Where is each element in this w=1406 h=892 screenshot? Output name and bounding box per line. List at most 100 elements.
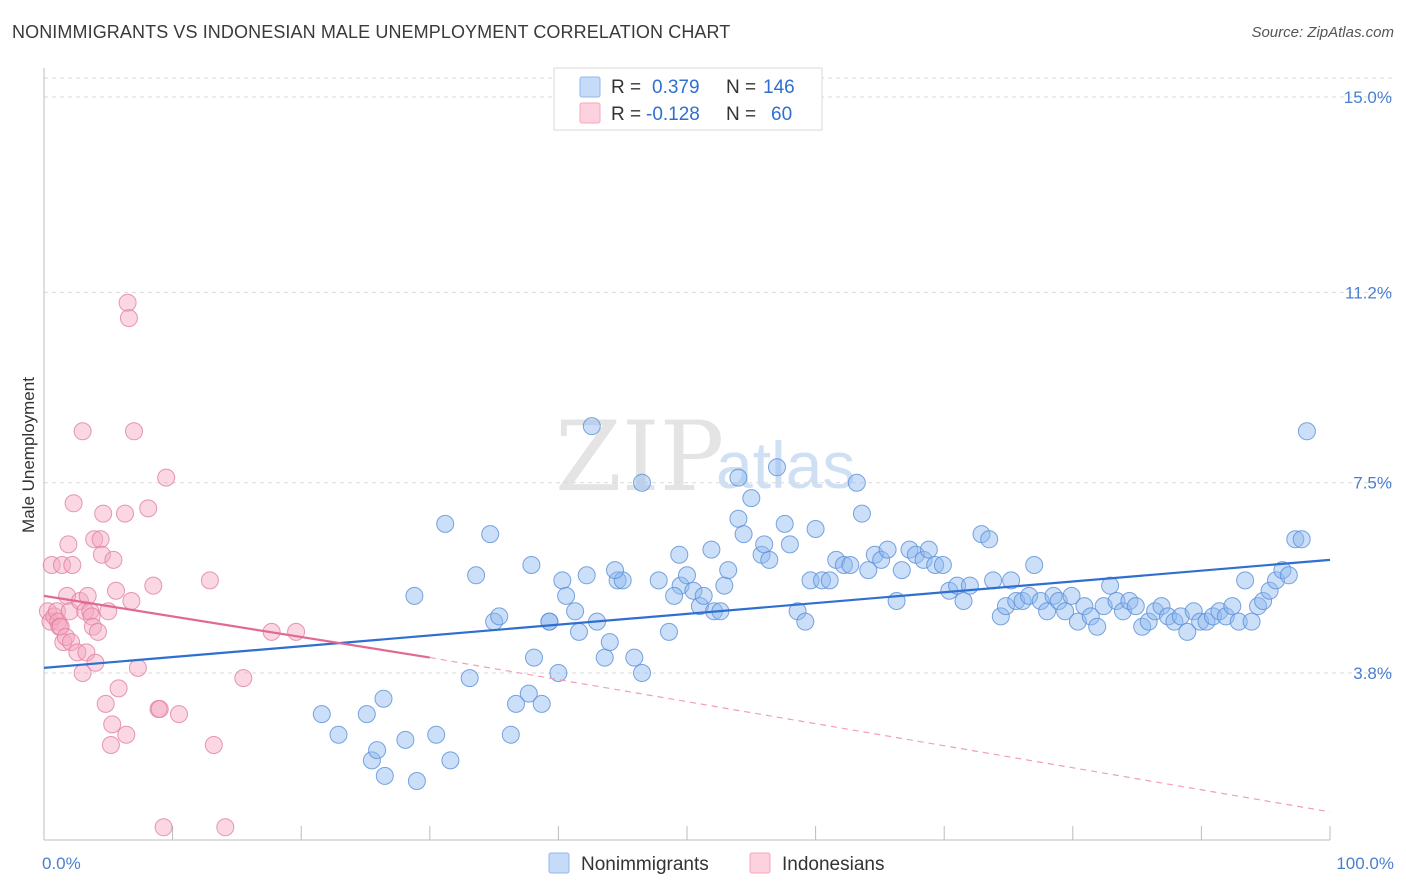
nonimmigrants-point bbox=[1126, 597, 1145, 616]
nonimmigrants-point bbox=[729, 509, 748, 528]
indonesians-point bbox=[77, 643, 96, 662]
indonesians-point bbox=[101, 736, 120, 754]
indonesians-point bbox=[103, 715, 122, 734]
legend-r-label-1: R = bbox=[611, 77, 641, 98]
nonimmigrants-point bbox=[507, 694, 525, 713]
nonimmigrants-point bbox=[796, 612, 815, 631]
watermark-atlas: atlas bbox=[716, 428, 855, 502]
y-tick-label: 3.8% bbox=[1353, 664, 1392, 683]
nonimmigrants-point bbox=[813, 571, 831, 590]
axes bbox=[43, 68, 1331, 841]
indonesians-point bbox=[64, 494, 83, 513]
legend-n-value-2: 60 bbox=[771, 104, 792, 125]
watermark: ZIP atlas bbox=[555, 401, 855, 513]
nonimmigrants-point bbox=[1075, 597, 1094, 616]
nonimmigrants-point bbox=[1081, 607, 1100, 626]
nonimmigrants-point bbox=[775, 514, 794, 533]
nonimmigrants-point bbox=[788, 602, 807, 621]
nonimmigrants-point bbox=[557, 586, 576, 605]
legend-r-value-1: 0.379 bbox=[652, 77, 700, 98]
nonimmigrants-point bbox=[660, 622, 678, 641]
nonimmigrants-point bbox=[1044, 586, 1063, 605]
nonimmigrants-point bbox=[606, 561, 624, 580]
nonimmigrants-point bbox=[532, 694, 551, 713]
y-axis-ticks: 3.8% 7.5% 11.2% 15.0% bbox=[1344, 88, 1392, 683]
nonimmigrants-point bbox=[582, 417, 601, 436]
indonesians-point bbox=[117, 725, 136, 744]
legend-r-label-2: R = bbox=[611, 104, 641, 125]
indonesians-point bbox=[204, 736, 223, 754]
nonimmigrants-point bbox=[991, 607, 1010, 626]
nonimmigrants-point bbox=[1002, 571, 1021, 590]
nonimmigrants-point bbox=[608, 571, 627, 590]
nonimmigrants-point bbox=[892, 561, 911, 580]
indonesians-point bbox=[54, 633, 73, 652]
nonimmigrants-point bbox=[427, 725, 446, 744]
nonimmigrants-point bbox=[405, 586, 424, 605]
nonimmigrants-point bbox=[396, 730, 415, 749]
nonimmigrants-point bbox=[719, 561, 738, 580]
indonesians-point bbox=[157, 468, 176, 487]
bottom-legend-label-indonesians: Indonesians bbox=[782, 854, 884, 875]
nonimmigrants-point bbox=[1088, 617, 1107, 636]
nonimmigrants-point bbox=[872, 550, 891, 569]
indonesians-point bbox=[109, 679, 128, 698]
nonimmigrants-point bbox=[984, 571, 1003, 590]
nonimmigrants-point bbox=[670, 545, 689, 564]
indonesians-point bbox=[56, 628, 75, 646]
indonesians-point bbox=[125, 422, 143, 441]
nonimmigrants-point bbox=[859, 561, 878, 580]
legend-n-label-1: N = bbox=[726, 77, 756, 98]
nonimmigrants-point bbox=[375, 766, 394, 785]
chart-source: Source: ZipAtlas.com bbox=[1251, 24, 1394, 41]
y-tick-label: 11.2% bbox=[1345, 283, 1392, 302]
indonesians-point bbox=[78, 586, 97, 605]
indonesians-point bbox=[89, 622, 107, 641]
indonesians-points bbox=[38, 293, 306, 837]
nonimmigrants-point bbox=[312, 705, 331, 724]
indonesians-point bbox=[107, 581, 125, 600]
nonimmigrants-point bbox=[841, 556, 860, 574]
nonimmigrants-point bbox=[980, 530, 999, 549]
legend-swatch-indonesians bbox=[579, 102, 601, 124]
nonimmigrants-point bbox=[566, 602, 585, 621]
nonimmigrants-point bbox=[525, 648, 543, 667]
nonimmigrants-point bbox=[625, 648, 644, 667]
nonimmigrants-point bbox=[834, 556, 853, 574]
indonesians-point bbox=[104, 550, 123, 569]
nonimmigrants-point bbox=[684, 581, 703, 600]
nonimmigrants-point bbox=[734, 525, 753, 544]
nonimmigrants-point bbox=[665, 586, 684, 605]
nonimmigrants-point bbox=[1249, 597, 1267, 616]
nonimmigrants-point bbox=[690, 597, 709, 616]
y-tick-label: 7.5% bbox=[1353, 474, 1392, 493]
nonimmigrants-point bbox=[1292, 530, 1311, 549]
nonimmigrants-point bbox=[633, 473, 651, 492]
nonimmigrants-point bbox=[1260, 581, 1279, 600]
nonimmigrants-point bbox=[1229, 612, 1248, 631]
indonesians-point bbox=[42, 556, 61, 574]
legend-n-label-2: N = bbox=[726, 104, 756, 125]
indonesians-point bbox=[118, 293, 137, 312]
watermark-zip: ZIP bbox=[555, 401, 724, 513]
indonesians-point bbox=[85, 530, 104, 549]
bottom-legend-label-nonimmigrants: Nonimmigrants bbox=[581, 854, 709, 875]
bottom-legend: Nonimmigrants Indonesians bbox=[548, 852, 884, 875]
nonimmigrants-point bbox=[1062, 586, 1081, 605]
indonesians-point bbox=[150, 700, 169, 718]
nonimmigrants-point bbox=[780, 535, 799, 554]
indonesians-point bbox=[234, 669, 253, 688]
nonimmigrants-point bbox=[1025, 556, 1044, 574]
nonimmigrants-point bbox=[368, 741, 387, 760]
nonimmigrants-points bbox=[312, 417, 1316, 790]
nonimmigrants-point bbox=[1107, 592, 1126, 610]
indonesians-point bbox=[116, 504, 134, 523]
legend-n-value-1: 146 bbox=[763, 77, 795, 98]
legend-swatch-nonimmigrants bbox=[579, 76, 601, 98]
indonesians-point bbox=[144, 576, 163, 595]
nonimmigrants-point bbox=[1056, 602, 1075, 621]
indonesians-point bbox=[216, 818, 235, 837]
indonesians-point bbox=[139, 499, 158, 518]
nonimmigrants-point bbox=[1139, 612, 1158, 631]
